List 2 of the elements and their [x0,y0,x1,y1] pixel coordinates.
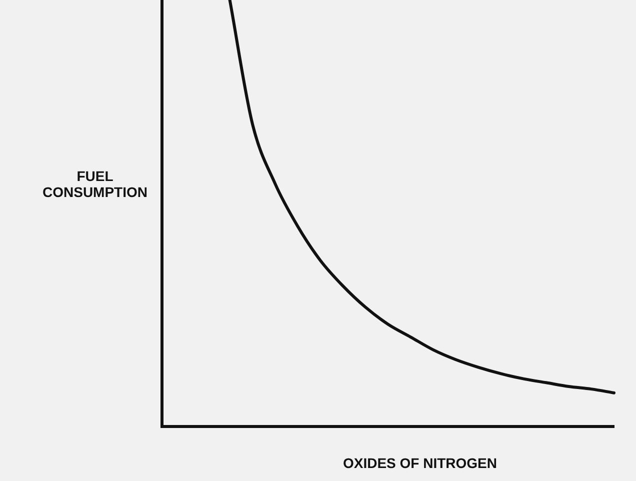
y-axis-title: FUEL CONSUMPTION [42,168,148,200]
x-axis-title: OXIDES OF NITROGEN [342,455,498,471]
